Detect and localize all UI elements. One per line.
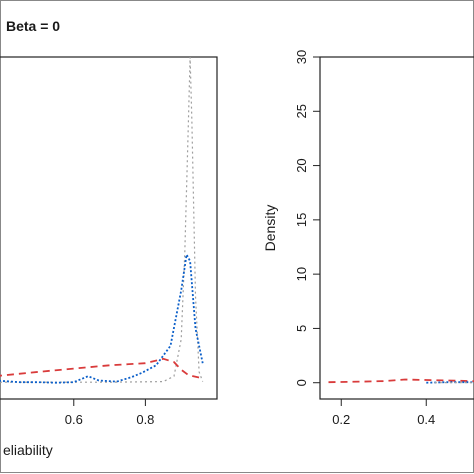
- right-x-tick-label: 0.4: [417, 412, 435, 427]
- right-y-tick-label: 10: [294, 267, 309, 281]
- right-x-tick-label: 0.2: [332, 412, 350, 427]
- left-panel-title: Beta = 0: [6, 18, 60, 34]
- right-y-tick-label: 20: [294, 158, 309, 172]
- left-x-axis: 0.6 0.8: [65, 399, 154, 427]
- left-density-line-0: [0, 57, 204, 383]
- left-x-tick-label: 0.6: [65, 412, 83, 427]
- right-plot-frame: [319, 56, 474, 400]
- right-density-line-0: [328, 378, 474, 384]
- right-y-tick-label: 30: [294, 50, 309, 64]
- left-x-axis-label: eliability: [3, 442, 53, 458]
- left-density-line-1: [0, 251, 204, 384]
- right-x-axis: 0.2 0.4: [332, 399, 435, 427]
- left-panel: Beta = 0 0.6 0.8 eliability: [0, 18, 218, 458]
- right-y-tick-label: 0: [294, 379, 309, 386]
- left-plot-frame: [0, 56, 218, 400]
- right-y-tick-label: 25: [294, 104, 309, 118]
- right-plot-series: [328, 378, 474, 384]
- left-density-line-2: [0, 357, 203, 380]
- right-y-axis-label: Density: [262, 205, 278, 252]
- right-y-axis: 0 5 10 15 20 25 30: [294, 50, 320, 386]
- right-panel: 0.2 0.4 0 5 10 15 20 25 30 Density: [262, 50, 474, 427]
- right-y-tick-label: 5: [294, 325, 309, 332]
- left-x-tick-label: 0.8: [136, 412, 154, 427]
- right-y-tick-label: 15: [294, 213, 309, 227]
- left-plot-series: [0, 57, 204, 384]
